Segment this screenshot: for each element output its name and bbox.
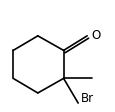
Text: O: O <box>91 29 100 42</box>
Text: Br: Br <box>80 92 93 105</box>
